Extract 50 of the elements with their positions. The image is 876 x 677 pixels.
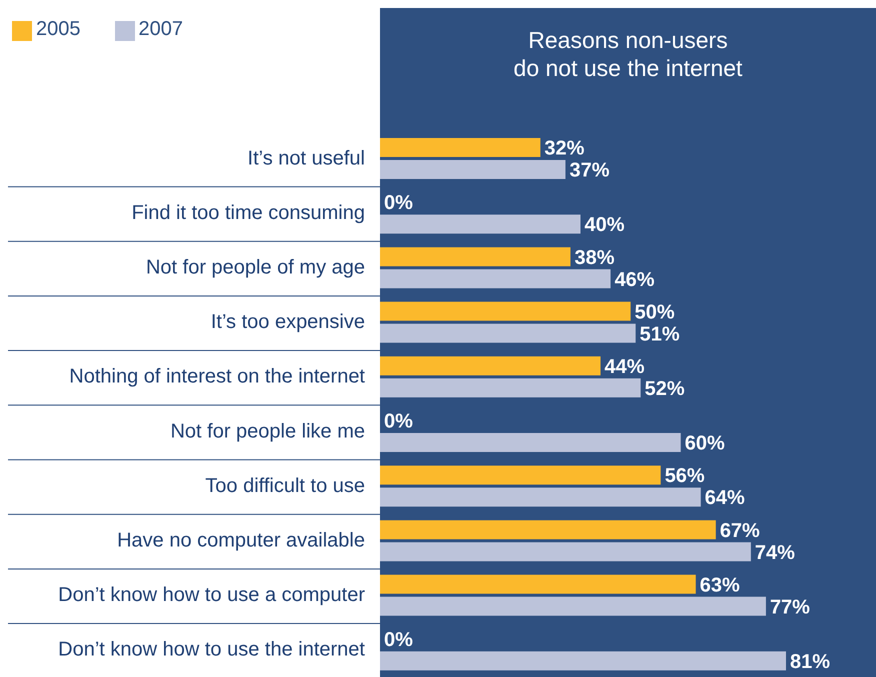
data-label: 38% xyxy=(574,246,615,269)
y-tick-label: Not for people like me xyxy=(170,420,365,442)
legend-label: 2007 xyxy=(138,18,183,40)
data-label: 32% xyxy=(544,138,585,160)
bar xyxy=(380,247,570,266)
bar xyxy=(380,269,611,288)
data-label: 40% xyxy=(584,214,625,236)
bar xyxy=(380,433,681,452)
bar xyxy=(380,214,580,234)
chart-title: Reasons non-users do not use the internet xyxy=(512,26,744,82)
data-label: 60% xyxy=(684,432,725,455)
data-label: 81% xyxy=(790,651,830,673)
y-tick-label: It’s too expensive xyxy=(210,311,365,334)
data-label: 50% xyxy=(634,301,675,324)
bar xyxy=(380,324,636,343)
data-label: 51% xyxy=(640,323,680,346)
y-tick-label: Don’t know how to use a computer xyxy=(58,584,366,606)
data-label: 0% xyxy=(384,629,414,651)
data-label: 46% xyxy=(614,268,655,291)
data-label: 64% xyxy=(704,487,746,510)
bar xyxy=(380,160,566,179)
bar xyxy=(380,651,786,670)
data-label: 74% xyxy=(754,542,796,564)
legend-label: 2005 xyxy=(36,18,80,40)
bar xyxy=(380,356,601,376)
y-tick-label: Nothing of interest on the internet xyxy=(69,366,366,388)
data-label: 63% xyxy=(700,574,740,596)
data-label: 0% xyxy=(384,410,414,433)
bar xyxy=(380,596,766,616)
data-label: 37% xyxy=(569,160,610,182)
data-label: 0% xyxy=(384,192,414,214)
bar xyxy=(380,138,540,157)
y-tick-label: Too difficult to use xyxy=(205,474,365,497)
bar xyxy=(380,488,701,507)
bar xyxy=(380,378,641,398)
bar xyxy=(380,542,751,562)
data-label: 77% xyxy=(770,596,810,618)
data-label: 52% xyxy=(644,378,685,400)
bar xyxy=(380,302,631,321)
y-tick-label: Find it too time consuming xyxy=(132,202,365,224)
y-tick-label: Not for people of my age xyxy=(146,256,365,278)
bar xyxy=(380,520,716,540)
y-tick-label: Don’t know how to use the internet xyxy=(58,638,366,661)
bar xyxy=(380,466,661,485)
data-label: 56% xyxy=(664,465,705,488)
data-label: 67% xyxy=(720,520,760,542)
y-tick-label: It’s not useful xyxy=(248,147,365,170)
bar xyxy=(380,574,696,594)
data-label: 44% xyxy=(604,356,645,378)
y-tick-label: Have no computer available xyxy=(117,530,365,552)
